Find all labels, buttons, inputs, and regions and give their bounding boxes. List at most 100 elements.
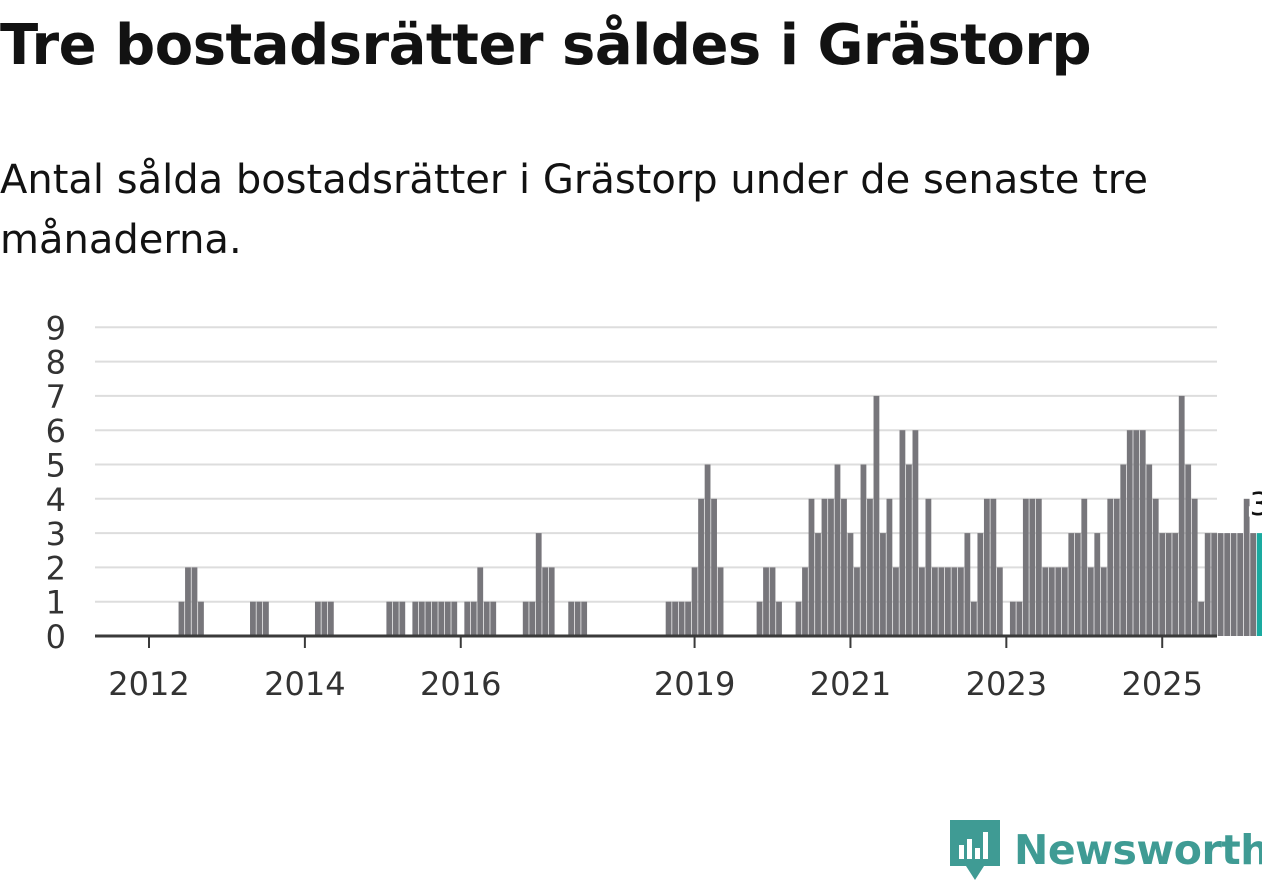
- bar: [451, 601, 458, 636]
- bar: [1230, 533, 1237, 636]
- last-value-label: 3: [1249, 485, 1262, 523]
- bar: [756, 601, 763, 636]
- bar: [1204, 533, 1211, 636]
- bar: [860, 464, 867, 636]
- bar: [1042, 567, 1049, 636]
- bar: [763, 567, 769, 636]
- y-tick-label: 9: [46, 309, 66, 347]
- bar: [431, 601, 438, 636]
- bar: [873, 395, 880, 636]
- brand-logo: Newsworthy: [950, 818, 1262, 882]
- bar: [841, 498, 847, 636]
- bar: [1113, 498, 1120, 636]
- bar: [828, 498, 834, 636]
- bar: [483, 601, 490, 636]
- bar: [685, 601, 691, 636]
- bar: [821, 498, 828, 636]
- bar: [1068, 533, 1075, 636]
- bar: [1022, 498, 1029, 636]
- bar: [1081, 498, 1088, 636]
- bar: [198, 601, 204, 636]
- bar: [880, 533, 886, 636]
- bar: [1016, 601, 1023, 636]
- bar: [964, 533, 971, 636]
- bar: [912, 430, 919, 636]
- bar: [951, 567, 958, 636]
- bar: [847, 533, 854, 636]
- y-tick-label: 3: [46, 515, 66, 553]
- bar: [1139, 430, 1146, 636]
- bar: [314, 601, 321, 636]
- bar: [191, 567, 198, 636]
- x-tick-label: 2016: [420, 665, 501, 703]
- bar: [1120, 464, 1127, 636]
- bar: [1172, 533, 1179, 636]
- bar: [834, 464, 841, 636]
- bars: [178, 395, 1262, 636]
- y-tick-label: 5: [46, 447, 66, 485]
- bar: [938, 567, 945, 636]
- bar: [678, 601, 685, 636]
- bar: [1146, 464, 1153, 636]
- bar: [815, 533, 821, 636]
- bar: [691, 567, 698, 636]
- bar: [1100, 567, 1107, 636]
- bar: [776, 601, 782, 636]
- bar: [522, 601, 529, 636]
- bar: [438, 601, 445, 636]
- bar: [1159, 533, 1166, 636]
- bar: [1198, 601, 1205, 636]
- bar: [711, 498, 717, 636]
- bar: [919, 567, 925, 636]
- bar: [1185, 464, 1192, 636]
- x-tick-label: 2019: [654, 665, 735, 703]
- bar: [672, 601, 678, 636]
- bar: [957, 567, 964, 636]
- bar: [977, 533, 984, 636]
- bar: [412, 601, 419, 636]
- bar: [665, 601, 672, 636]
- y-tick-label: 1: [46, 584, 66, 622]
- bar: [1133, 430, 1140, 636]
- y-tick-label: 6: [46, 412, 66, 450]
- bar: [581, 601, 588, 636]
- bar: [704, 464, 711, 636]
- bar: [178, 601, 185, 636]
- bar: [925, 498, 932, 636]
- bar: [717, 567, 724, 636]
- chart-title: Tre bostadsrätter såldes i Grästorp: [0, 13, 1092, 78]
- bar: [1035, 498, 1042, 636]
- bar: [418, 601, 425, 636]
- bar: [867, 498, 873, 636]
- bar: [477, 567, 484, 636]
- x-tick-label: 2021: [810, 665, 891, 703]
- bar: [1237, 533, 1244, 636]
- bar: [769, 567, 776, 636]
- bar: [386, 601, 393, 636]
- bar: [1165, 533, 1172, 636]
- bar: [1094, 533, 1101, 636]
- bar: [1061, 567, 1068, 636]
- bar: [1055, 567, 1062, 636]
- bar: [970, 601, 977, 636]
- bar: [464, 601, 471, 636]
- bar: [250, 601, 256, 636]
- bar: [795, 601, 802, 636]
- x-tick-label: 2014: [264, 665, 345, 703]
- bar: [1107, 498, 1114, 636]
- bar: [854, 567, 860, 636]
- bar: [263, 601, 269, 636]
- bar: [256, 601, 263, 636]
- y-tick-label: 2: [46, 549, 66, 587]
- bar: [1178, 395, 1185, 636]
- y-tick-label: 8: [46, 344, 66, 382]
- bar: [425, 601, 432, 636]
- bar: [1074, 533, 1081, 636]
- bar: [568, 601, 575, 636]
- bar: [1009, 601, 1016, 636]
- bar: [983, 498, 990, 636]
- bar: [1191, 498, 1198, 636]
- bar: [1224, 533, 1231, 636]
